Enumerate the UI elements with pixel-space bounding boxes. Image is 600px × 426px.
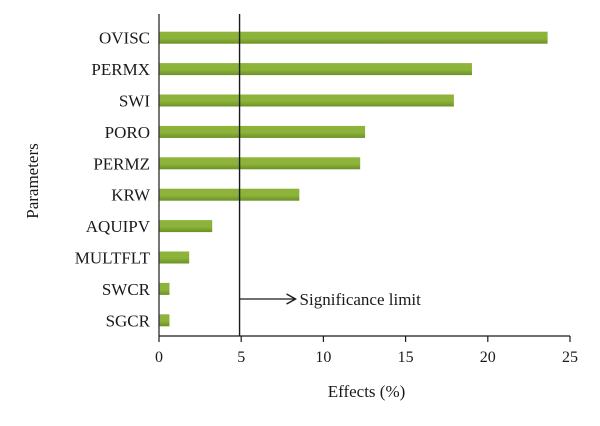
bar-ovisc	[159, 31, 548, 44]
bar-sgcr	[159, 314, 170, 327]
category-label-ovisc: OVISC	[99, 29, 150, 48]
bar-multflt	[159, 251, 190, 264]
bar-aquipv	[159, 220, 213, 233]
x-tick-label-25: 25	[562, 349, 578, 366]
category-label-swcr: SWCR	[102, 280, 151, 299]
category-label-aquipv: AQUIPV	[86, 217, 151, 236]
category-label-multflt: MULTFLT	[75, 249, 151, 268]
x-tick-label-0: 0	[155, 349, 163, 366]
x-tick-label-10: 10	[315, 349, 331, 366]
bar-swcr	[159, 282, 170, 295]
bar-krw	[159, 188, 300, 201]
x-tick-label-15: 15	[398, 349, 414, 366]
bar-permz	[159, 157, 361, 170]
significance-limit-label: Significance limit	[300, 290, 422, 309]
bar-poro	[159, 125, 366, 138]
x-tick-label-20: 20	[480, 349, 496, 366]
bar-swi	[159, 94, 454, 107]
category-label-poro: PORO	[105, 123, 150, 142]
category-label-krw: KRW	[111, 186, 151, 205]
y-axis-title: Parameters	[23, 143, 42, 219]
category-label-permx: PERMX	[91, 60, 150, 79]
category-label-sgcr: SGCR	[106, 311, 151, 330]
category-label-permz: PERMZ	[93, 154, 150, 173]
x-tick-label-5: 5	[237, 349, 245, 366]
x-axis-title: Effects (%)	[328, 382, 406, 401]
category-label-swi: SWI	[119, 92, 151, 111]
bar-permx	[159, 63, 472, 76]
